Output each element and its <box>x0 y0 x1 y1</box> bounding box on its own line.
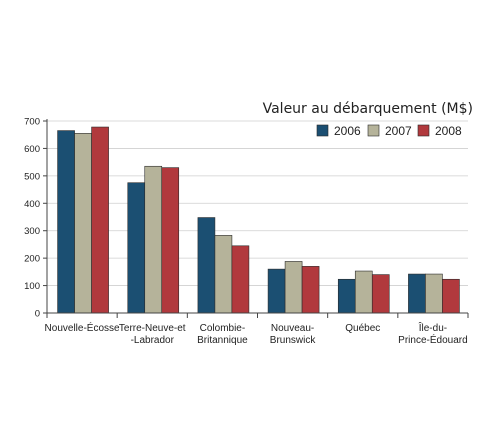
bar-2008 <box>301 266 320 314</box>
legend-swatch-2008 <box>417 124 430 137</box>
gridlines <box>47 120 468 286</box>
y-axis-ticks: 0 100 200 300 400 500 600 700 <box>24 117 47 320</box>
x-tick-label: Britannique <box>197 335 248 346</box>
x-tick-label: Prince-Édouard <box>398 333 467 346</box>
bar-2008 <box>161 167 180 314</box>
bar-2007 <box>214 235 233 314</box>
bar-2008 <box>91 126 109 314</box>
bar-2007 <box>74 133 92 314</box>
x-tick-label: Terre-Neuve-et <box>119 323 186 334</box>
legend-swatch-2006 <box>316 124 329 137</box>
y-tick-label: 400 <box>24 199 40 210</box>
axes <box>46 119 469 318</box>
bar-2007 <box>284 261 303 314</box>
y-tick-label: 0 <box>35 309 40 320</box>
legend-swatch-2007 <box>367 124 380 137</box>
legend-label: 2007 <box>385 124 412 138</box>
bar-2008 <box>371 274 390 314</box>
y-tick-label: 100 <box>24 281 40 292</box>
y-tick-label: 600 <box>24 144 40 155</box>
x-tick-label: -Labrador <box>131 335 175 346</box>
bar-2008 <box>231 245 250 314</box>
x-tick-label: Nouvelle-Écosse <box>45 321 120 334</box>
x-tick-label: Colombie- <box>200 323 246 334</box>
legend-label: 2006 <box>334 124 361 138</box>
x-axis-labels: Nouvelle-Écosse Terre-Neuve-et-Labrador Co… <box>45 321 468 346</box>
legend: 2006 2007 2008 <box>316 124 462 138</box>
y-tick-label: 700 <box>24 117 40 128</box>
y-tick-label: 300 <box>24 226 40 237</box>
y-tick-label: 500 <box>24 171 40 182</box>
chart-title: Valeur au débarquement (M$) <box>263 101 473 117</box>
bar-2008 <box>442 278 460 314</box>
x-tick-label: Nouveau- <box>271 323 314 334</box>
x-tick-label: Brunswick <box>270 335 317 346</box>
bar-2006 <box>267 268 286 314</box>
bar-2006 <box>408 273 426 314</box>
bars <box>57 126 460 314</box>
bar-2006 <box>197 217 216 314</box>
bar-2006 <box>127 182 146 314</box>
legend-label: 2008 <box>435 124 462 138</box>
bar-2007 <box>425 273 443 314</box>
bar-2006 <box>57 130 75 314</box>
bar-2007 <box>144 165 163 314</box>
x-tick-label: Île-du- <box>418 321 447 334</box>
bar-2006 <box>337 278 356 314</box>
bar-2007 <box>354 270 373 314</box>
x-tick-label: Québec <box>345 323 380 334</box>
y-tick-label: 200 <box>24 254 40 265</box>
